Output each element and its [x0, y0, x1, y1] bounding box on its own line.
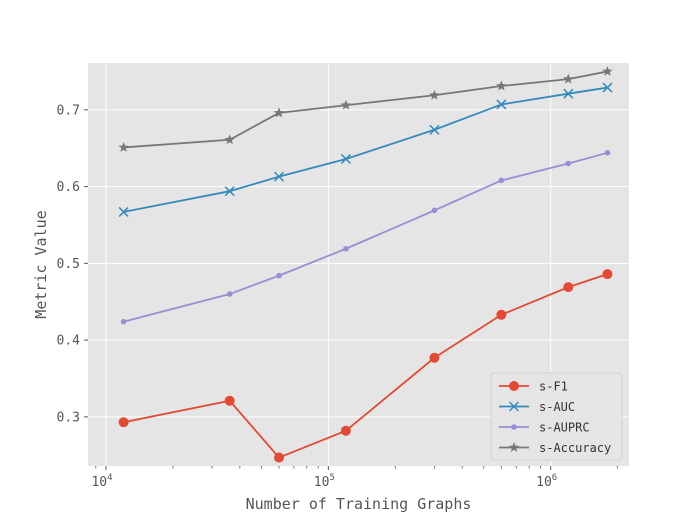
data-point-s-accuracy — [429, 89, 440, 100]
x-tick-label: 104 — [91, 473, 112, 490]
data-point-s-f1 — [602, 269, 613, 280]
series-s-auprc — [120, 150, 611, 325]
y-tick-label: 0.5 — [57, 257, 80, 272]
legend-marker — [509, 381, 519, 391]
legend-label: s-AUC — [539, 400, 575, 414]
data-point-s-accuracy — [496, 80, 507, 91]
axis-ticks: 0.3 0.4 0.5 0.6 0.7 104 105 106 — [57, 103, 619, 490]
data-point-s-f1 — [496, 309, 507, 320]
legend-entry: s-AUPRC — [499, 421, 590, 435]
data-point-s-auprc — [343, 245, 349, 252]
data-point-s-f1 — [224, 395, 235, 406]
x-tick-label: 105 — [314, 473, 335, 490]
y-tick-label: 0.4 — [57, 334, 81, 349]
legend-label: s-F1 — [539, 380, 568, 394]
legend-marker — [511, 424, 517, 430]
data-point-s-auc — [273, 171, 285, 182]
y-tick-label: 0.6 — [57, 180, 80, 195]
legend-label: s-AUPRC — [539, 421, 590, 435]
legend-frame — [490, 372, 623, 461]
data-point-s-auc — [429, 124, 440, 135]
data-point-s-auprc — [498, 177, 505, 184]
series-layer — [118, 65, 613, 463]
series-line-s-auc — [123, 86, 608, 213]
y-tick-label: 0.3 — [57, 410, 80, 425]
legend-marker — [508, 442, 520, 452]
series-line-s-f1 — [123, 273, 608, 459]
data-point-s-auprc — [431, 207, 438, 214]
series-s-auc — [118, 82, 613, 217]
y-tick-label: 0.7 — [57, 103, 80, 118]
data-point-s-f1 — [563, 282, 574, 293]
data-point-s-auc — [602, 82, 613, 93]
data-point-s-accuracy — [340, 99, 352, 110]
data-point-s-auc — [496, 99, 507, 110]
data-point-s-accuracy — [563, 73, 574, 84]
data-point-s-f1 — [274, 452, 285, 463]
series-line-s-accuracy — [123, 70, 608, 149]
data-point-s-f1 — [118, 417, 129, 428]
legend-marker — [508, 401, 520, 412]
data-point-s-accuracy — [224, 134, 235, 145]
data-point-s-f1 — [429, 352, 440, 363]
data-point-s-auprc — [604, 150, 611, 156]
data-point-s-auc — [563, 88, 574, 99]
data-point-s-auc — [118, 206, 129, 217]
data-point-s-auc — [340, 153, 351, 164]
x-tick-label: 106 — [536, 473, 557, 490]
data-point-s-f1 — [340, 425, 351, 436]
legend-label: s-Accuracy — [539, 441, 611, 455]
series-s-f1 — [118, 269, 613, 463]
data-point-s-auprc — [226, 291, 233, 297]
data-point-s-accuracy — [118, 141, 129, 152]
grid-lines — [88, 63, 629, 466]
series-s-accuracy — [118, 65, 613, 152]
legend-entry: s-AUC — [499, 400, 575, 414]
data-point-s-accuracy — [602, 65, 613, 76]
y-axis-label: Metric Value — [32, 210, 50, 318]
legend: s-F1 s-AUC s-AUPRC s-Accuracy — [490, 372, 623, 461]
x-axis-label: Number of Training Graphs — [246, 495, 472, 513]
legend-entry: s-F1 — [499, 380, 568, 394]
data-point-s-auprc — [565, 160, 572, 167]
data-point-s-accuracy — [273, 107, 285, 118]
data-point-s-auprc — [276, 272, 282, 279]
data-point-s-auc — [224, 186, 235, 197]
series-line-s-auprc — [123, 151, 608, 323]
legend-entry: s-Accuracy — [499, 441, 611, 455]
data-point-s-auprc — [120, 318, 127, 325]
